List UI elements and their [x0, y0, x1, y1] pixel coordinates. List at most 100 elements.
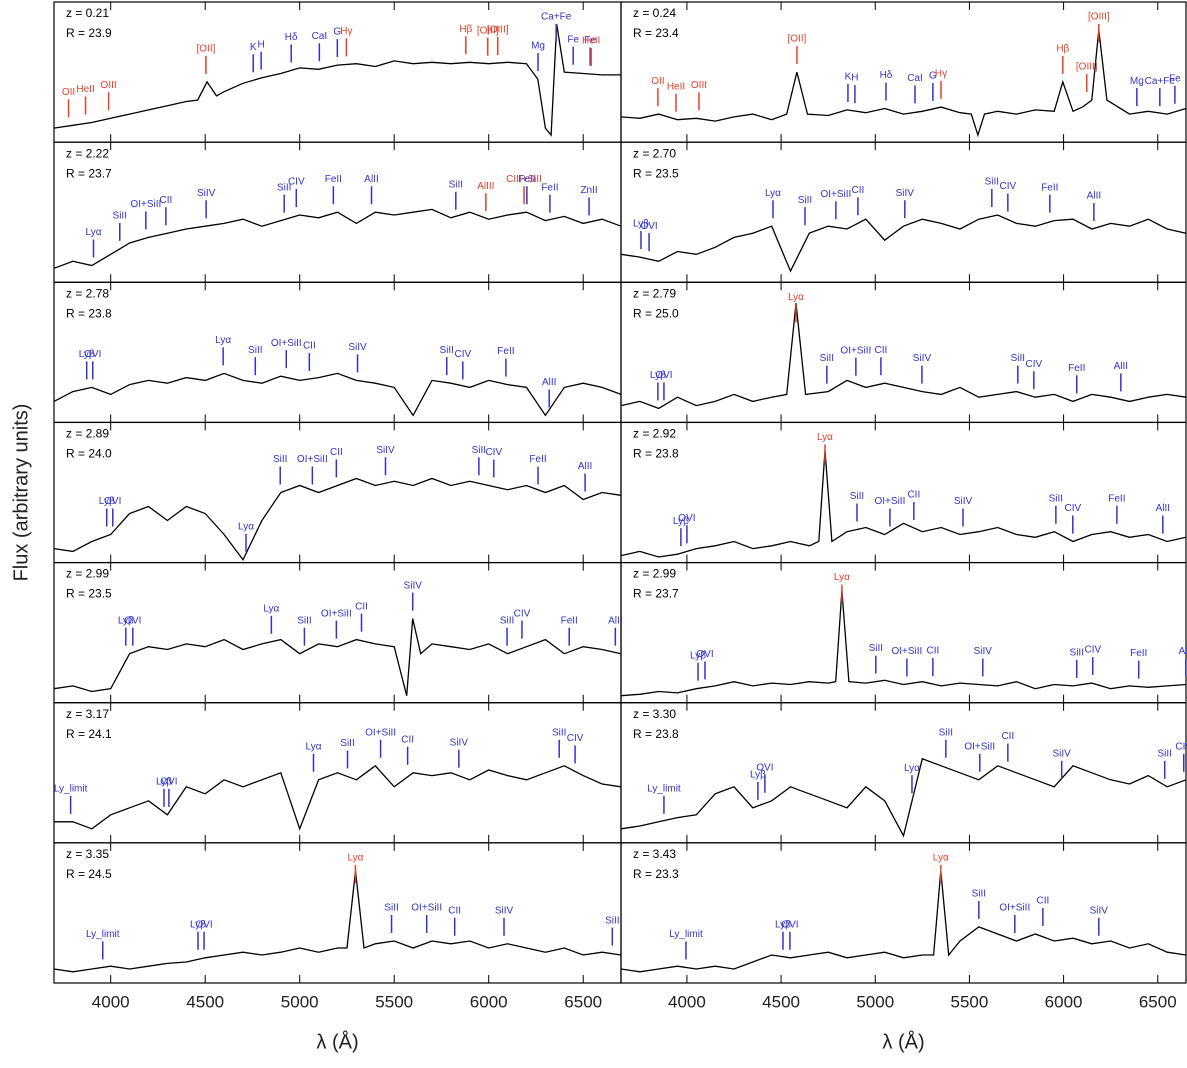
spectrum — [620, 590, 1187, 697]
line-label: Lyβ — [673, 516, 689, 527]
line-label: Ly_limit — [647, 783, 681, 794]
line-label: Lyα — [904, 763, 920, 774]
line-label: CIII+SiII — [506, 174, 542, 185]
line-label: SiIV — [896, 188, 915, 199]
line-label: OI+SiII — [891, 646, 922, 657]
redshift: z = 0.24 — [633, 6, 676, 20]
redshift: z = 3.35 — [66, 847, 109, 861]
spectrum — [620, 29, 1187, 138]
magnitude: R = 23.5 — [633, 166, 679, 180]
line-label: Fe — [584, 35, 596, 46]
line-label: Ly_limit — [54, 783, 88, 794]
line-label: CII — [303, 341, 316, 352]
redshift: z = 2.99 — [66, 567, 109, 581]
line-label: K — [845, 72, 852, 83]
redshift: z = 2.70 — [633, 146, 676, 160]
redshift: z = 2.22 — [66, 146, 109, 160]
redshift: z = 2.92 — [633, 427, 676, 441]
line-label: CaI — [312, 31, 328, 42]
line-label: SiII — [1011, 353, 1025, 364]
line-label: SiIV — [450, 737, 469, 748]
redshift: z = 3.43 — [633, 847, 676, 861]
redshift: z = 3.17 — [66, 707, 109, 721]
line-label: AlII — [578, 461, 592, 472]
line-label: Lyβ — [156, 776, 172, 787]
magnitude: R = 24.5 — [66, 867, 112, 881]
line-label: SiII — [472, 445, 486, 456]
line-label: SiII — [939, 727, 953, 738]
magnitude: R = 23.7 — [633, 587, 679, 601]
line-label: OI+SiII — [840, 345, 871, 356]
line-label: CIV — [454, 349, 471, 360]
line-label: Hγ — [935, 69, 947, 80]
line-label: SiIV — [1053, 748, 1072, 759]
x-tick-label: 6500 — [564, 992, 602, 1011]
redshift: z = 0.21 — [66, 6, 109, 20]
line-label: [OIII] — [1076, 62, 1098, 73]
line-label: G — [929, 71, 937, 82]
x-tick-label: 6500 — [1139, 992, 1177, 1011]
line-label: OVI — [655, 370, 672, 381]
spectrum — [620, 870, 1187, 973]
line-label: HeII — [582, 36, 600, 47]
line-label: CIV — [288, 177, 305, 188]
line-label: OII — [62, 87, 75, 98]
line-label: FeII — [1041, 182, 1058, 193]
line-label: CII — [355, 601, 368, 612]
panel-frame — [620, 561, 1187, 704]
line-label: SiII — [1049, 493, 1063, 504]
line-label: OVI — [678, 513, 695, 524]
line-label: OI+SiII — [964, 741, 995, 752]
panel-frame — [53, 561, 622, 704]
line-label: SiIV — [404, 580, 423, 591]
line-label: OVI — [160, 776, 177, 787]
magnitude: R = 23.3 — [633, 867, 679, 881]
line-label: CII — [159, 195, 172, 206]
magnitude: R = 23.8 — [66, 306, 112, 320]
line-label: SiII — [869, 643, 883, 654]
line-label: Lyβ — [750, 769, 766, 780]
line-label: SiII — [273, 454, 287, 465]
line-label: H — [851, 73, 858, 84]
line-label: FeII — [529, 454, 546, 465]
magnitude: R = 24.0 — [66, 447, 112, 461]
redshift: z = 2.89 — [66, 427, 109, 441]
line-label: Lyβ — [99, 496, 115, 507]
line-label: AlII — [542, 377, 556, 388]
line-label: Hβ — [459, 24, 472, 35]
x-tick-label: 4500 — [762, 992, 800, 1011]
panel-frame — [620, 281, 1187, 424]
line-label: CII — [330, 447, 343, 458]
line-label: Lyβ — [775, 919, 791, 930]
x-tick-label: 4500 — [186, 992, 224, 1011]
magnitude: R = 23.9 — [66, 26, 112, 40]
line-label: G — [333, 27, 341, 38]
spectrum — [53, 618, 622, 696]
line-label: Mg — [531, 41, 545, 52]
line-label: OI+SiII — [130, 199, 161, 210]
line-label: CIV — [1000, 181, 1017, 192]
line-label: SiIV — [197, 188, 216, 199]
spectrum — [620, 303, 1187, 410]
line-label: CIV — [1064, 503, 1081, 514]
line-label: Lyβ — [650, 370, 666, 381]
line-label: Lyα — [263, 603, 279, 614]
x-tick-label: 4000 — [668, 992, 706, 1011]
line-label: AlIII — [477, 181, 494, 192]
line-label: SiII — [113, 211, 127, 222]
line-label: Lyα — [86, 227, 102, 238]
line-label: SiIV — [348, 342, 367, 353]
line-label: Lyα — [817, 432, 833, 443]
line-label: AlII — [1156, 503, 1170, 514]
panel-frame — [620, 842, 1187, 984]
line-label: Hδ — [285, 32, 298, 43]
line-label: CII — [875, 345, 888, 356]
line-label: OVI — [756, 762, 773, 773]
line-label: OI+SiII — [999, 903, 1030, 914]
line-label: CII — [907, 490, 920, 501]
line-label: SiIV — [376, 445, 395, 456]
line-label: K — [250, 42, 257, 53]
line-label: FeII — [1108, 493, 1125, 504]
panel-frame — [620, 1, 1187, 143]
line-label: Hβ — [1056, 44, 1069, 55]
